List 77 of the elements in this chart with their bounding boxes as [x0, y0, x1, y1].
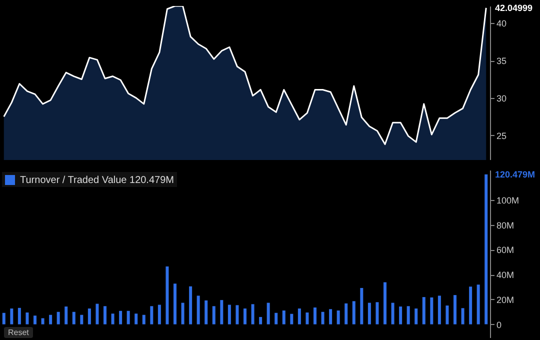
y-tick-label: 100M: [496, 195, 520, 206]
text: 120.479M: [495, 169, 536, 180]
bar: [72, 312, 76, 324]
y-tick-label: 0: [496, 320, 502, 330]
bar: [212, 306, 216, 324]
bar: [376, 302, 379, 324]
bar: [282, 310, 286, 324]
bar: [298, 308, 301, 324]
legend-label: Turnover / Traded Value 120.479M: [20, 175, 174, 186]
bar: [142, 314, 146, 324]
bar: [329, 309, 332, 324]
bar: [406, 306, 410, 324]
y-tick-label: 35: [496, 56, 507, 66]
bar: [259, 316, 262, 324]
y-tick-label: 20M: [496, 294, 514, 305]
bar: [181, 302, 184, 324]
bar: [290, 314, 294, 324]
bar: [26, 312, 29, 324]
bar: [41, 318, 44, 324]
bar: [111, 314, 114, 324]
y-tick-label: 60M: [496, 245, 514, 256]
bar: [189, 286, 192, 324]
bar: [414, 308, 418, 324]
reset-button: Reset: [4, 327, 33, 338]
bar: [422, 297, 426, 324]
bar: [244, 308, 246, 324]
bar: [336, 310, 340, 324]
bar: [18, 308, 21, 324]
bar: [10, 308, 14, 324]
bar: [469, 286, 472, 324]
bar: [476, 284, 480, 324]
bar: [306, 312, 309, 324]
bar: [446, 306, 449, 324]
bar: [56, 312, 60, 324]
bar: [158, 304, 161, 324]
bar: [2, 312, 6, 324]
y-tick-label: 80M: [496, 220, 514, 230]
bar: [352, 301, 356, 324]
bar: [64, 306, 68, 324]
bar: [150, 306, 154, 324]
y-tick-label: 30: [496, 93, 507, 104]
bar: [391, 302, 394, 324]
bar: [430, 297, 434, 324]
bar: [344, 303, 348, 324]
bar: [438, 296, 441, 324]
bar: [454, 295, 456, 324]
bar: [399, 306, 402, 324]
bar: [196, 296, 200, 324]
bar: [236, 305, 239, 324]
bar: [228, 304, 231, 324]
bar: [484, 174, 488, 324]
bar: [88, 308, 91, 324]
bar: [174, 284, 176, 324]
bar: [360, 288, 364, 324]
bar: [251, 304, 254, 324]
bar: [321, 312, 324, 324]
bar: [119, 310, 122, 324]
bar: [80, 314, 84, 324]
bar: [166, 266, 169, 324]
bar: [220, 300, 224, 324]
bar: [384, 282, 386, 324]
bar: [204, 300, 208, 324]
bar: [49, 314, 52, 324]
bar: [274, 312, 278, 324]
bar: [368, 302, 371, 324]
y-tick-label: 40: [496, 18, 507, 29]
bar: [34, 316, 36, 324]
y-tick-label: 25: [496, 130, 507, 141]
y-tick-label: 40M: [496, 270, 514, 280]
text: 42.04999: [495, 2, 533, 13]
bar: [126, 310, 130, 324]
bar: [266, 302, 270, 324]
bar: [461, 308, 464, 324]
bar: [134, 314, 138, 324]
bar: [96, 304, 99, 324]
bar: [104, 306, 106, 324]
bar: [314, 308, 316, 324]
